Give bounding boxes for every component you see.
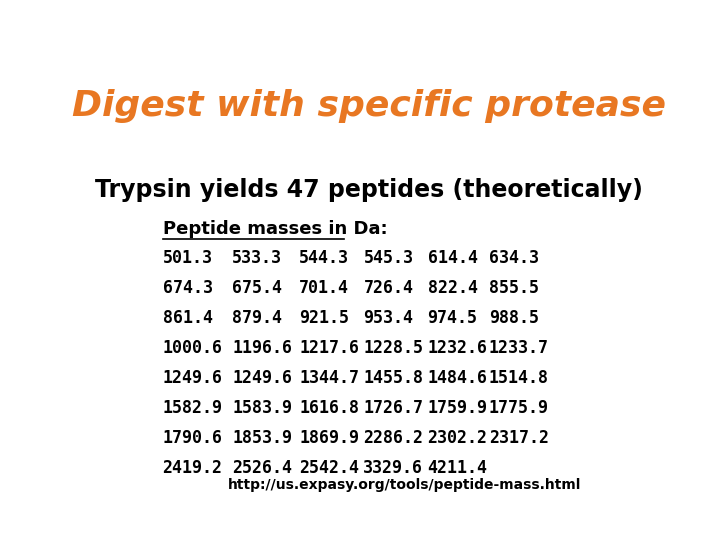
Text: 2286.2: 2286.2 xyxy=(364,429,423,447)
Text: Trypsin yields 47 peptides (theoretically): Trypsin yields 47 peptides (theoreticall… xyxy=(95,178,643,201)
Text: 1228.5: 1228.5 xyxy=(364,339,423,357)
Text: 1232.6: 1232.6 xyxy=(428,339,487,357)
Text: 2317.2: 2317.2 xyxy=(489,429,549,447)
Text: 4211.4: 4211.4 xyxy=(428,458,487,477)
Text: 1196.6: 1196.6 xyxy=(233,339,292,357)
Text: 544.3: 544.3 xyxy=(300,249,349,267)
Text: 1484.6: 1484.6 xyxy=(428,369,487,387)
Text: 634.3: 634.3 xyxy=(489,249,539,267)
Text: 3329.6: 3329.6 xyxy=(364,458,423,477)
Text: 1455.8: 1455.8 xyxy=(364,369,423,387)
Text: 1233.7: 1233.7 xyxy=(489,339,549,357)
Text: 2302.2: 2302.2 xyxy=(428,429,487,447)
Text: 1616.8: 1616.8 xyxy=(300,399,359,417)
Text: 1000.6: 1000.6 xyxy=(163,339,222,357)
Text: 1853.9: 1853.9 xyxy=(233,429,292,447)
Text: 1726.7: 1726.7 xyxy=(364,399,423,417)
Text: 1775.9: 1775.9 xyxy=(489,399,549,417)
Text: 861.4: 861.4 xyxy=(163,309,212,327)
Text: 501.3: 501.3 xyxy=(163,249,212,267)
Text: 1344.7: 1344.7 xyxy=(300,369,359,387)
Text: 1217.6: 1217.6 xyxy=(300,339,359,357)
Text: 988.5: 988.5 xyxy=(489,309,539,327)
Text: 1249.6: 1249.6 xyxy=(163,369,222,387)
Text: 545.3: 545.3 xyxy=(364,249,413,267)
Text: 674.3: 674.3 xyxy=(163,279,212,297)
Text: 855.5: 855.5 xyxy=(489,279,539,297)
Text: 1790.6: 1790.6 xyxy=(163,429,222,447)
Text: 921.5: 921.5 xyxy=(300,309,349,327)
Text: http://us.expasy.org/tools/peptide-mass.html: http://us.expasy.org/tools/peptide-mass.… xyxy=(228,478,581,492)
Text: 953.4: 953.4 xyxy=(364,309,413,327)
Text: 675.4: 675.4 xyxy=(233,279,282,297)
Text: 726.4: 726.4 xyxy=(364,279,413,297)
Text: 974.5: 974.5 xyxy=(428,309,477,327)
Text: 2526.4: 2526.4 xyxy=(233,458,292,477)
Text: 1583.9: 1583.9 xyxy=(233,399,292,417)
Text: 1869.9: 1869.9 xyxy=(300,429,359,447)
Text: 1249.6: 1249.6 xyxy=(233,369,292,387)
Text: Digest with specific protease: Digest with specific protease xyxy=(72,90,666,123)
Text: 614.4: 614.4 xyxy=(428,249,477,267)
Text: 533.3: 533.3 xyxy=(233,249,282,267)
Text: 822.4: 822.4 xyxy=(428,279,477,297)
Text: 2542.4: 2542.4 xyxy=(300,458,359,477)
Text: Peptide masses in Da:: Peptide masses in Da: xyxy=(163,220,387,238)
Text: 1759.9: 1759.9 xyxy=(428,399,487,417)
Text: 879.4: 879.4 xyxy=(233,309,282,327)
Text: 2419.2: 2419.2 xyxy=(163,458,222,477)
Text: 1582.9: 1582.9 xyxy=(163,399,222,417)
Text: 701.4: 701.4 xyxy=(300,279,349,297)
Text: 1514.8: 1514.8 xyxy=(489,369,549,387)
